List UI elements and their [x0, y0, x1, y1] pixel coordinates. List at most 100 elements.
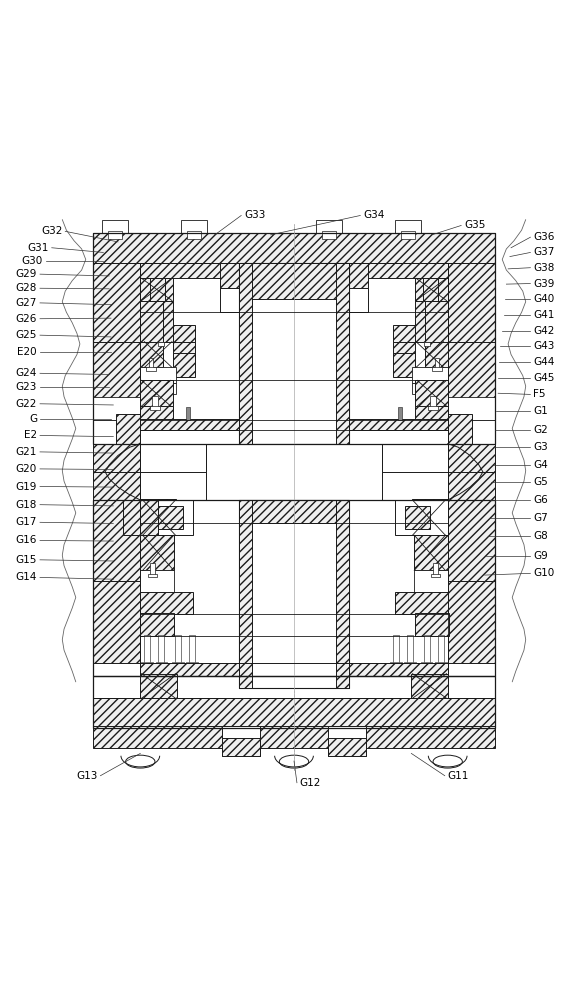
Text: G9: G9: [533, 551, 548, 561]
Bar: [435, 358, 439, 369]
Bar: [141, 500, 193, 535]
Text: G8: G8: [533, 531, 548, 541]
Text: G22: G22: [16, 399, 37, 409]
Text: F5: F5: [533, 389, 546, 399]
Bar: [222, 726, 260, 756]
Bar: [390, 662, 402, 665]
Bar: [416, 278, 447, 301]
Text: G23: G23: [16, 382, 37, 392]
Bar: [141, 570, 174, 594]
Bar: [396, 220, 421, 233]
Bar: [141, 301, 172, 342]
Bar: [141, 367, 175, 383]
Bar: [172, 325, 195, 342]
Bar: [397, 726, 414, 738]
Bar: [393, 342, 416, 358]
Bar: [430, 396, 436, 408]
Bar: [187, 231, 201, 239]
Text: E2: E2: [24, 430, 37, 440]
Bar: [374, 726, 390, 738]
Bar: [349, 663, 447, 676]
Text: G10: G10: [533, 568, 554, 578]
Bar: [158, 506, 182, 529]
Bar: [239, 500, 349, 688]
Text: G27: G27: [16, 298, 37, 308]
Bar: [150, 406, 161, 410]
Bar: [447, 263, 495, 342]
Bar: [141, 674, 176, 699]
Bar: [145, 635, 151, 663]
Bar: [447, 500, 495, 581]
Bar: [206, 444, 239, 477]
Text: G43: G43: [533, 341, 554, 351]
Bar: [146, 367, 156, 371]
Bar: [141, 535, 174, 570]
Bar: [93, 698, 495, 728]
Bar: [393, 353, 416, 377]
Text: G20: G20: [16, 464, 37, 474]
Text: G40: G40: [533, 294, 554, 304]
Bar: [447, 726, 463, 738]
Text: G44: G44: [533, 357, 554, 367]
Bar: [349, 444, 382, 477]
Bar: [432, 367, 442, 371]
Bar: [141, 663, 239, 676]
Bar: [141, 500, 158, 535]
Bar: [430, 574, 440, 577]
Bar: [141, 592, 193, 614]
Bar: [198, 726, 214, 738]
Text: G42: G42: [533, 326, 554, 336]
Bar: [141, 383, 175, 394]
Bar: [425, 301, 447, 342]
Text: G29: G29: [16, 269, 37, 279]
Bar: [406, 506, 430, 529]
Text: G36: G36: [533, 232, 554, 242]
Bar: [175, 635, 181, 663]
Bar: [427, 406, 438, 410]
Bar: [402, 231, 416, 239]
Bar: [151, 563, 155, 576]
Bar: [222, 738, 260, 756]
Bar: [141, 419, 239, 430]
Bar: [423, 635, 429, 663]
Bar: [239, 263, 252, 444]
Bar: [93, 500, 141, 581]
Bar: [447, 414, 472, 444]
Text: G25: G25: [16, 330, 37, 340]
Text: G2: G2: [533, 425, 548, 435]
Bar: [186, 662, 198, 665]
Text: G7: G7: [533, 513, 548, 523]
Bar: [447, 342, 495, 420]
Bar: [423, 278, 437, 301]
Bar: [447, 472, 495, 500]
Text: G4: G4: [533, 460, 548, 470]
Bar: [93, 444, 141, 472]
Bar: [172, 662, 183, 665]
Bar: [336, 500, 349, 688]
Bar: [93, 342, 141, 420]
Bar: [93, 263, 141, 342]
Text: G39: G39: [533, 279, 554, 289]
Bar: [239, 500, 349, 523]
Bar: [141, 499, 175, 525]
Text: G13: G13: [76, 771, 98, 781]
Bar: [424, 342, 430, 346]
Bar: [407, 635, 413, 663]
Text: G15: G15: [16, 555, 37, 565]
Bar: [220, 263, 295, 288]
Bar: [328, 738, 366, 756]
Text: G37: G37: [533, 247, 554, 257]
Bar: [220, 288, 295, 312]
Bar: [151, 278, 165, 301]
Bar: [399, 407, 402, 420]
Text: G16: G16: [16, 535, 37, 545]
Text: E20: E20: [18, 347, 37, 357]
Bar: [470, 726, 487, 738]
Text: G11: G11: [447, 771, 469, 781]
Bar: [336, 263, 349, 444]
Bar: [447, 444, 495, 472]
Bar: [149, 358, 153, 369]
Bar: [328, 726, 366, 756]
Text: G5: G5: [533, 477, 548, 487]
Text: G38: G38: [533, 263, 554, 273]
